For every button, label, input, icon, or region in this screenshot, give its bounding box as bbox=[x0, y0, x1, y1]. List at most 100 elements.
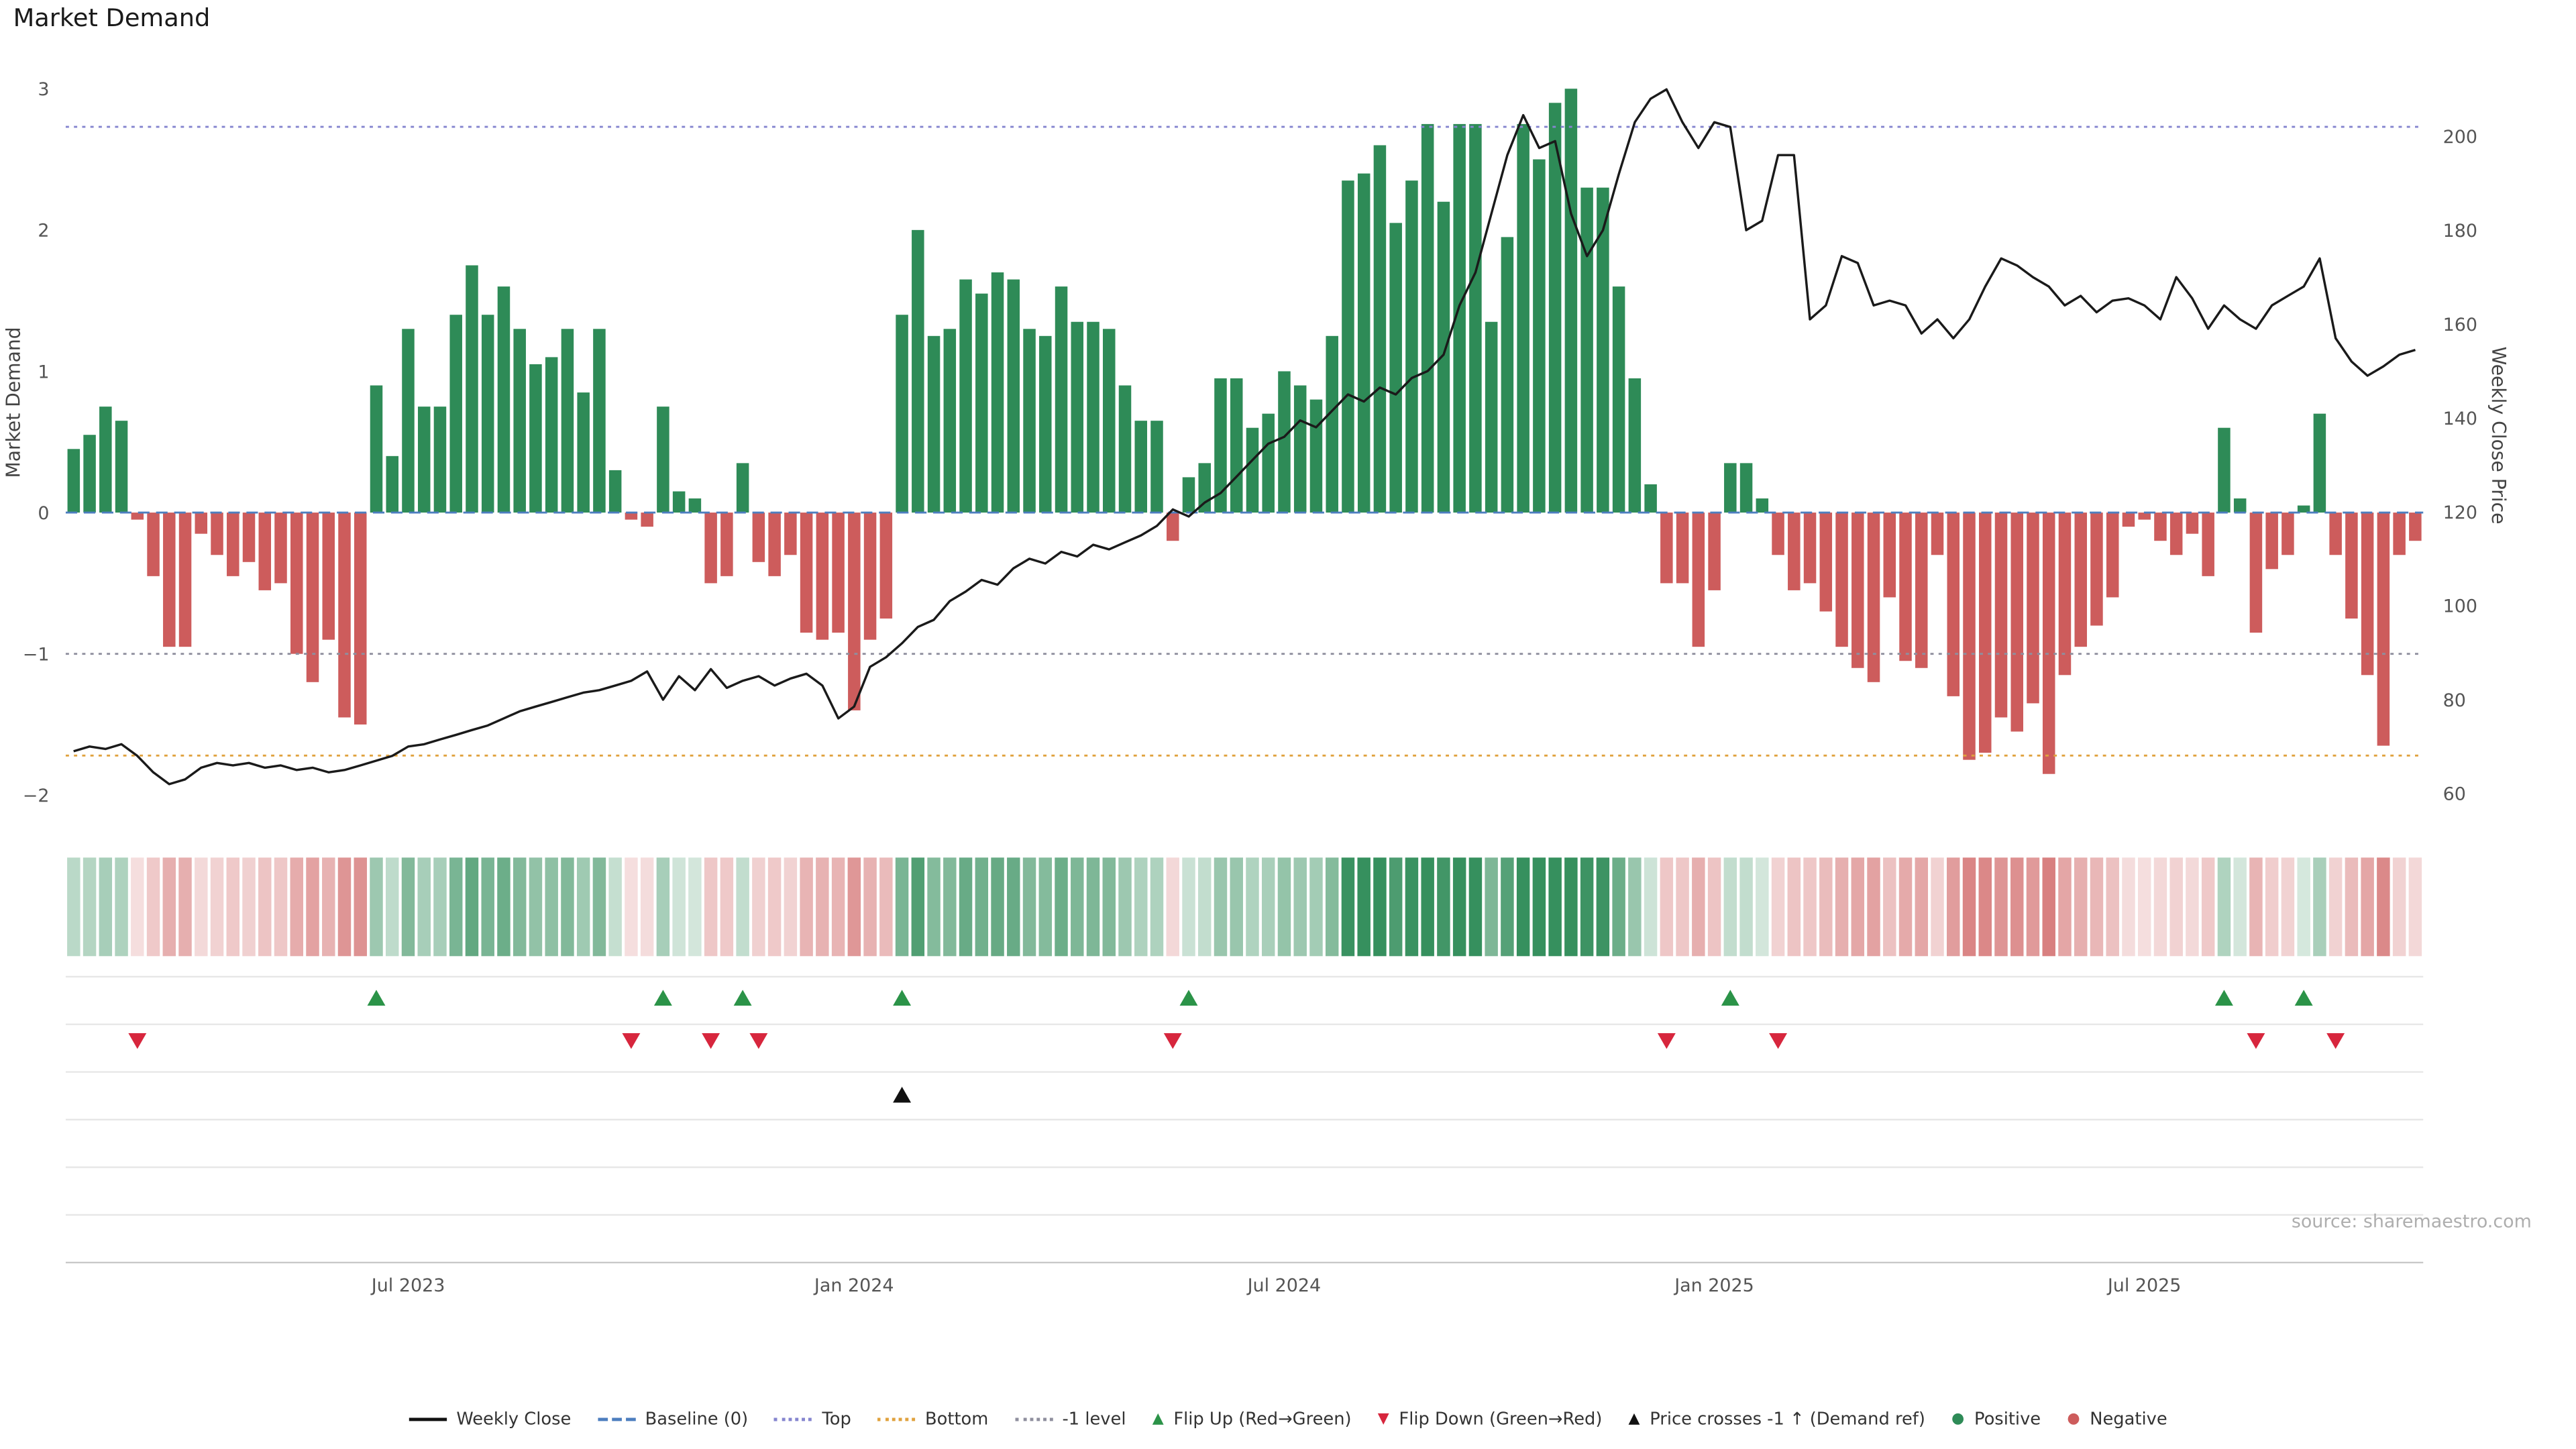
heatmap-cell bbox=[131, 857, 144, 957]
heatmap-cell bbox=[1038, 857, 1053, 957]
heatmap-cell bbox=[2265, 857, 2279, 957]
demand-bar-negative bbox=[2154, 513, 2167, 541]
flip-up-marker bbox=[653, 989, 672, 1006]
demand-bar-negative bbox=[2058, 513, 2072, 676]
heatmap-cell bbox=[306, 857, 319, 957]
heatmap-cell bbox=[1501, 857, 1514, 957]
demand-bar-positive bbox=[1612, 286, 1625, 513]
flip-down-marker bbox=[1163, 1033, 1182, 1049]
heatmap-cell bbox=[1548, 857, 1562, 957]
demand-bar-negative bbox=[2186, 513, 2199, 534]
heatmap-cell bbox=[1182, 857, 1195, 957]
legend-item: ▼ Flip Down (Green→Red) bbox=[1378, 1409, 1603, 1429]
left-axis-tick-label: −2 bbox=[23, 786, 50, 806]
heatmap-cell bbox=[497, 857, 511, 957]
heatmap-cell bbox=[2313, 857, 2326, 957]
heatmap-cell bbox=[1931, 857, 1944, 957]
demand-bar-positive bbox=[67, 449, 80, 513]
demand-bar-negative bbox=[1788, 513, 1801, 590]
axis-ticks-layer: −2 −1 0 1 2 3 60 80 100 120 140 160 180 200 bbox=[23, 79, 2477, 806]
demand-bar-positive bbox=[497, 286, 511, 513]
heatmap-cell bbox=[688, 857, 702, 957]
heatmap-cell bbox=[417, 857, 431, 957]
heatmap-cell bbox=[847, 857, 861, 957]
demand-bar-positive bbox=[2218, 427, 2231, 513]
demand-bar-positive bbox=[991, 272, 1004, 513]
heatmap-cell bbox=[545, 857, 558, 957]
demand-bar-positive bbox=[417, 407, 431, 513]
demand-bar-positive bbox=[912, 229, 924, 513]
heatmap-cell bbox=[927, 857, 941, 957]
heatmap-cell bbox=[1739, 857, 1753, 957]
heatmap-cell bbox=[1468, 857, 1483, 957]
heatmap-cell bbox=[322, 857, 335, 957]
demand-bar-positive bbox=[959, 279, 972, 513]
demand-bar-negative bbox=[1166, 513, 1179, 541]
demand-bar-positive bbox=[115, 421, 128, 513]
heatmap-strip bbox=[67, 857, 2422, 957]
demand-bar-positive bbox=[1739, 463, 1753, 513]
demand-bar-positive bbox=[1389, 223, 1402, 513]
heatmap-cell bbox=[1118, 857, 1132, 957]
demand-bar-negative bbox=[1835, 513, 1848, 647]
demand-bar-positive bbox=[1357, 173, 1371, 513]
demand-bar-positive bbox=[433, 407, 447, 513]
demand-bar-negative bbox=[2122, 513, 2135, 527]
heatmap-cell bbox=[1756, 857, 1769, 957]
heatmap-cell bbox=[2249, 857, 2263, 957]
demand-bar-negative bbox=[354, 513, 367, 724]
heatmap-cell bbox=[895, 857, 909, 957]
heatmap-cell bbox=[1628, 857, 1642, 957]
demand-bar-negative bbox=[242, 513, 256, 562]
heatmap-cell bbox=[1962, 857, 1976, 957]
flip-up-marker bbox=[367, 989, 386, 1006]
heatmap-cell bbox=[672, 857, 686, 957]
heatmap-cell bbox=[1071, 857, 1084, 957]
demand-bar-negative bbox=[2345, 513, 2358, 619]
weekly-close-line bbox=[73, 88, 2416, 786]
heatmap-cell bbox=[1086, 857, 1100, 957]
demand-bar-positive bbox=[672, 491, 686, 513]
heatmap-cell bbox=[767, 857, 782, 957]
heatmap-cell bbox=[529, 857, 543, 957]
demand-bar-negative bbox=[306, 513, 319, 682]
flip-down-marker bbox=[2326, 1033, 2345, 1049]
heatmap-cell bbox=[911, 857, 925, 957]
heatmap-cell bbox=[1055, 857, 1068, 957]
flip-up-marker bbox=[893, 989, 912, 1006]
demand-bar-positive bbox=[1580, 187, 1593, 513]
legend-label: Flip Down (Green→Red) bbox=[1399, 1409, 1603, 1430]
demand-bar-negative bbox=[1915, 513, 1928, 668]
heatmap-cell bbox=[2122, 857, 2135, 957]
demand-bar-negative bbox=[1692, 513, 1705, 647]
demand-bar-negative bbox=[1867, 513, 1880, 682]
demand-bar-negative bbox=[322, 513, 335, 640]
demand-bar-positive bbox=[608, 470, 622, 513]
heatmap-cell bbox=[1261, 857, 1275, 957]
demand-bar-negative bbox=[704, 513, 717, 584]
demand-bar-positive bbox=[1756, 498, 1769, 513]
heatmap-cell bbox=[1883, 857, 1896, 957]
demand-bar-negative bbox=[1803, 513, 1817, 584]
heatmap-cell bbox=[2408, 857, 2422, 957]
heatmap-cell bbox=[1373, 857, 1387, 957]
demand-bar-positive bbox=[545, 357, 558, 513]
demand-bar-positive bbox=[1548, 103, 1562, 513]
heatmap-cell bbox=[2201, 857, 2215, 957]
demand-bar-negative bbox=[1772, 513, 1784, 555]
right-axis-tick-label: 160 bbox=[2443, 315, 2477, 335]
demand-bar-positive bbox=[2297, 505, 2310, 513]
heatmap-cell bbox=[1596, 857, 1610, 957]
flip-up-marker bbox=[733, 989, 752, 1006]
demand-bar-negative bbox=[2169, 513, 2183, 555]
heatmap-cell bbox=[1246, 857, 1259, 957]
legend-dotted-line-sample bbox=[877, 1417, 916, 1421]
demand-bar-positive bbox=[1517, 123, 1529, 513]
demand-bar-positive bbox=[1278, 371, 1291, 513]
heatmap-cell bbox=[736, 857, 749, 957]
demand-bar-negative bbox=[2010, 513, 2023, 732]
heatmap-cell bbox=[1197, 857, 1212, 957]
demand-bar-positive bbox=[466, 265, 478, 513]
